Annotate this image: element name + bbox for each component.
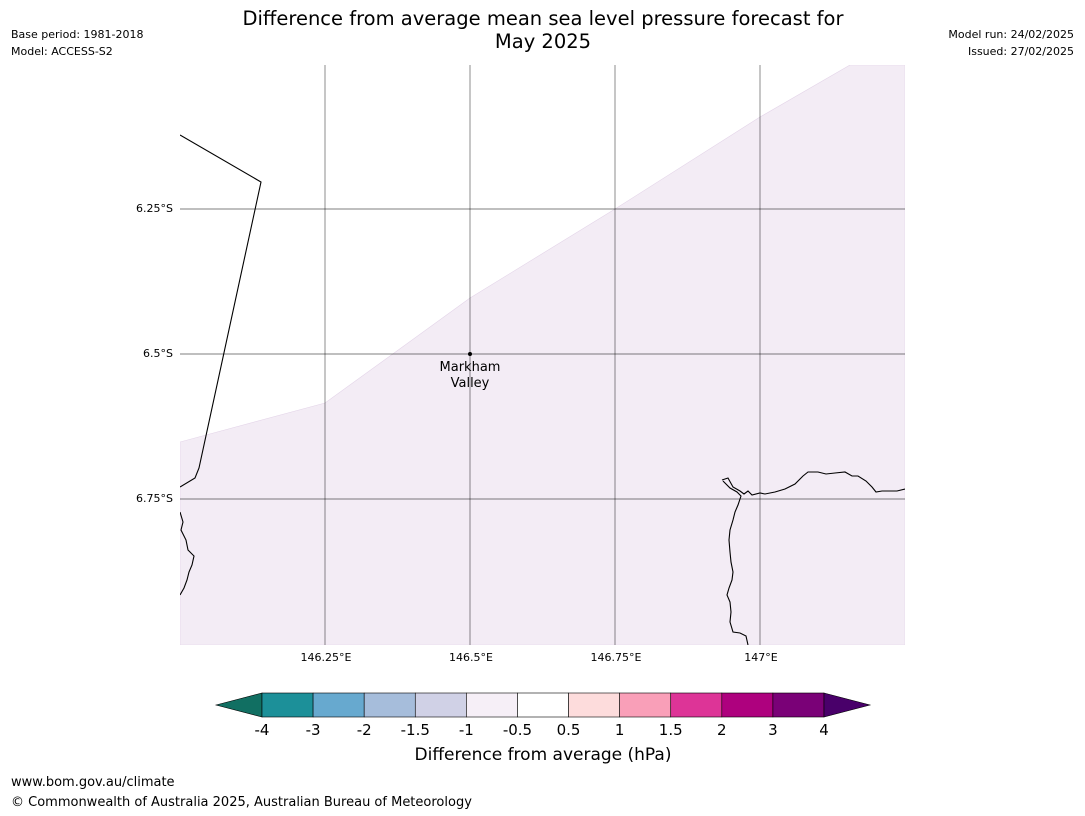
base-period-text: Base period: 1981-2018 [11,28,144,41]
place-label-line1: Markham [439,360,501,375]
lon-label-146.5: 146.5°E [449,651,493,664]
issued-text: Issued: 27/02/2025 [967,45,1074,58]
colorbar-box [414,692,467,718]
colorbar-label: Difference from average (hPa) [414,745,672,765]
colorbar-tick-label: 0.5 [556,721,581,739]
coastline-southwest [180,511,195,596]
coastline-west [180,134,262,488]
map-title-line2: May 2025 [494,30,592,53]
map-title: Difference from average mean sea level p… [150,7,936,53]
shaded-region [180,65,905,645]
metadata-right: Model run: 24/02/2025 Issued: 27/02/2025 [948,26,1074,60]
footer-copyright: © Commonwealth of Australia 2025, Austra… [11,795,472,810]
place-label-line2: Valley [450,376,490,391]
place-label: Markham Valley [440,360,501,392]
lon-label-146.25: 146.25°E [300,651,352,664]
coastline-southeast-inlet [722,480,749,645]
colorbar-box [772,692,825,718]
colorbar-tick-label: -3 [305,721,321,739]
colorbar-tick-label: 3 [768,721,778,739]
colorbar-tick-label: 1 [614,721,625,739]
lat-label-6.5: 6.5°S [143,347,173,360]
metadata-left: Base period: 1981-2018 Model: ACCESS-S2 [11,26,143,60]
place-marker [468,352,472,356]
colorbar-tick-label: -4 [254,721,270,739]
lat-label-6.75: 6.75°S [136,492,173,505]
colorbar-box [261,692,314,718]
colorbar-extend-high [823,692,872,718]
colorbar-box [312,692,365,718]
lat-label-6.25: 6.25°S [136,202,173,215]
colorbar-box [466,692,518,718]
model-run-text: Model run: 24/02/2025 [948,28,1074,41]
colorbar-box [619,692,672,718]
colorbar-tick-label: -2 [356,721,372,739]
colorbar-tick-label: -1 [458,721,474,739]
colorbar-box [363,692,416,718]
colorbar-tick-label: -0.5 [502,721,533,739]
coastline-southeast [721,471,905,496]
model-text: Model: ACCESS-S2 [11,45,113,58]
colorbar-tick-label: 2 [717,721,727,739]
colorbar-box [721,692,774,718]
colorbar-tick-label: -1.5 [400,721,430,739]
colorbar-tick-label: 1.5 [658,721,683,739]
colorbar-box [670,692,723,718]
map-title-line1: Difference from average mean sea level p… [242,7,844,30]
colorbar-tick-label: 4 [819,721,829,739]
footer-url: www.bom.gov.au/climate [11,775,175,790]
colorbar-box [517,692,569,718]
lon-label-147: 147°E [744,651,778,664]
lon-label-146.75: 146.75°E [590,651,642,664]
colorbar-extend-low [214,692,263,718]
colorbar-box [568,692,620,718]
